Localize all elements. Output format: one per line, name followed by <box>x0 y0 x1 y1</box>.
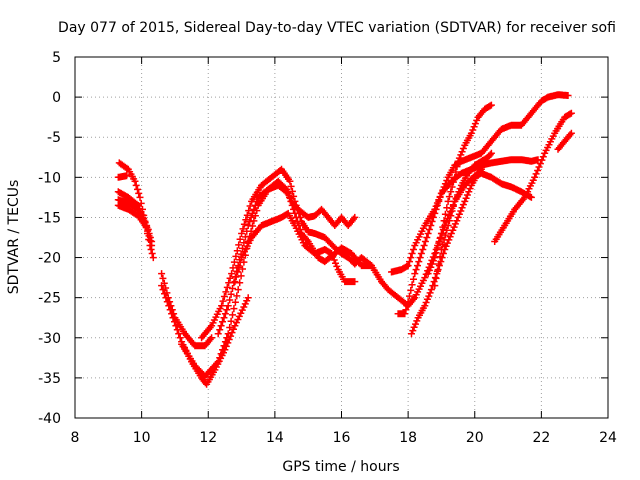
series-markers <box>388 156 542 276</box>
series-markers <box>431 149 495 290</box>
data-series <box>114 91 575 388</box>
series-markers <box>554 129 575 153</box>
series-markers <box>158 270 216 350</box>
x-tick-label: 22 <box>532 430 550 446</box>
series-arc-9 <box>198 165 535 342</box>
series-markers <box>114 201 152 233</box>
y-tick-label: -25 <box>38 291 61 307</box>
axis-ticks: 8 10 12 14 16 18 20 22 24 5 0 -5 -10 -15 -20 -25 -30 -35 -… <box>38 50 617 446</box>
x-tick-label: 12 <box>199 430 217 446</box>
series-arc-16 <box>424 101 495 278</box>
y-tick-label: 0 <box>52 90 61 106</box>
series-markers <box>198 165 535 342</box>
series-arc-12 <box>388 156 542 276</box>
series-markers <box>114 172 131 181</box>
series-markers <box>231 209 359 286</box>
x-tick-label: 24 <box>599 430 617 446</box>
chart-title: Day 077 of 2015, Sidereal Day-to-day VTE… <box>58 20 616 36</box>
x-tick-label: 10 <box>133 430 151 446</box>
y-tick-label: -30 <box>38 331 61 347</box>
y-tick-label: -5 <box>47 130 61 146</box>
y-tick-label: -40 <box>38 411 61 427</box>
series-arc-11 <box>231 209 359 286</box>
x-tick-label: 14 <box>266 430 284 446</box>
x-tick-label: 16 <box>333 430 351 446</box>
x-tick-label: 20 <box>466 430 484 446</box>
series-arc-17 <box>491 109 575 245</box>
x-axis-label: GPS time / hours <box>282 459 399 475</box>
series-markers <box>491 109 575 245</box>
series-arc-8 <box>178 177 359 380</box>
y-tick-label: -15 <box>38 210 61 226</box>
x-tick-label: 18 <box>399 430 417 446</box>
y-axis-label: SDTVAR / TECUs <box>6 180 22 295</box>
series-markers <box>178 177 359 380</box>
y-tick-label: -10 <box>38 170 61 186</box>
grid <box>75 57 608 418</box>
y-tick-label: -20 <box>38 251 61 267</box>
y-tick-label: 5 <box>52 50 61 66</box>
series-arc-5 <box>114 201 152 233</box>
series-arc-13 <box>394 91 572 318</box>
series-arc-18 <box>554 129 575 153</box>
y-tick-label: -35 <box>38 371 61 387</box>
series-arc-15 <box>431 149 495 290</box>
x-tick-label: 8 <box>71 430 80 446</box>
series-arc-6 <box>158 270 216 350</box>
series-arc-2 <box>114 172 131 181</box>
series-markers <box>424 101 495 278</box>
series-markers <box>394 91 572 318</box>
